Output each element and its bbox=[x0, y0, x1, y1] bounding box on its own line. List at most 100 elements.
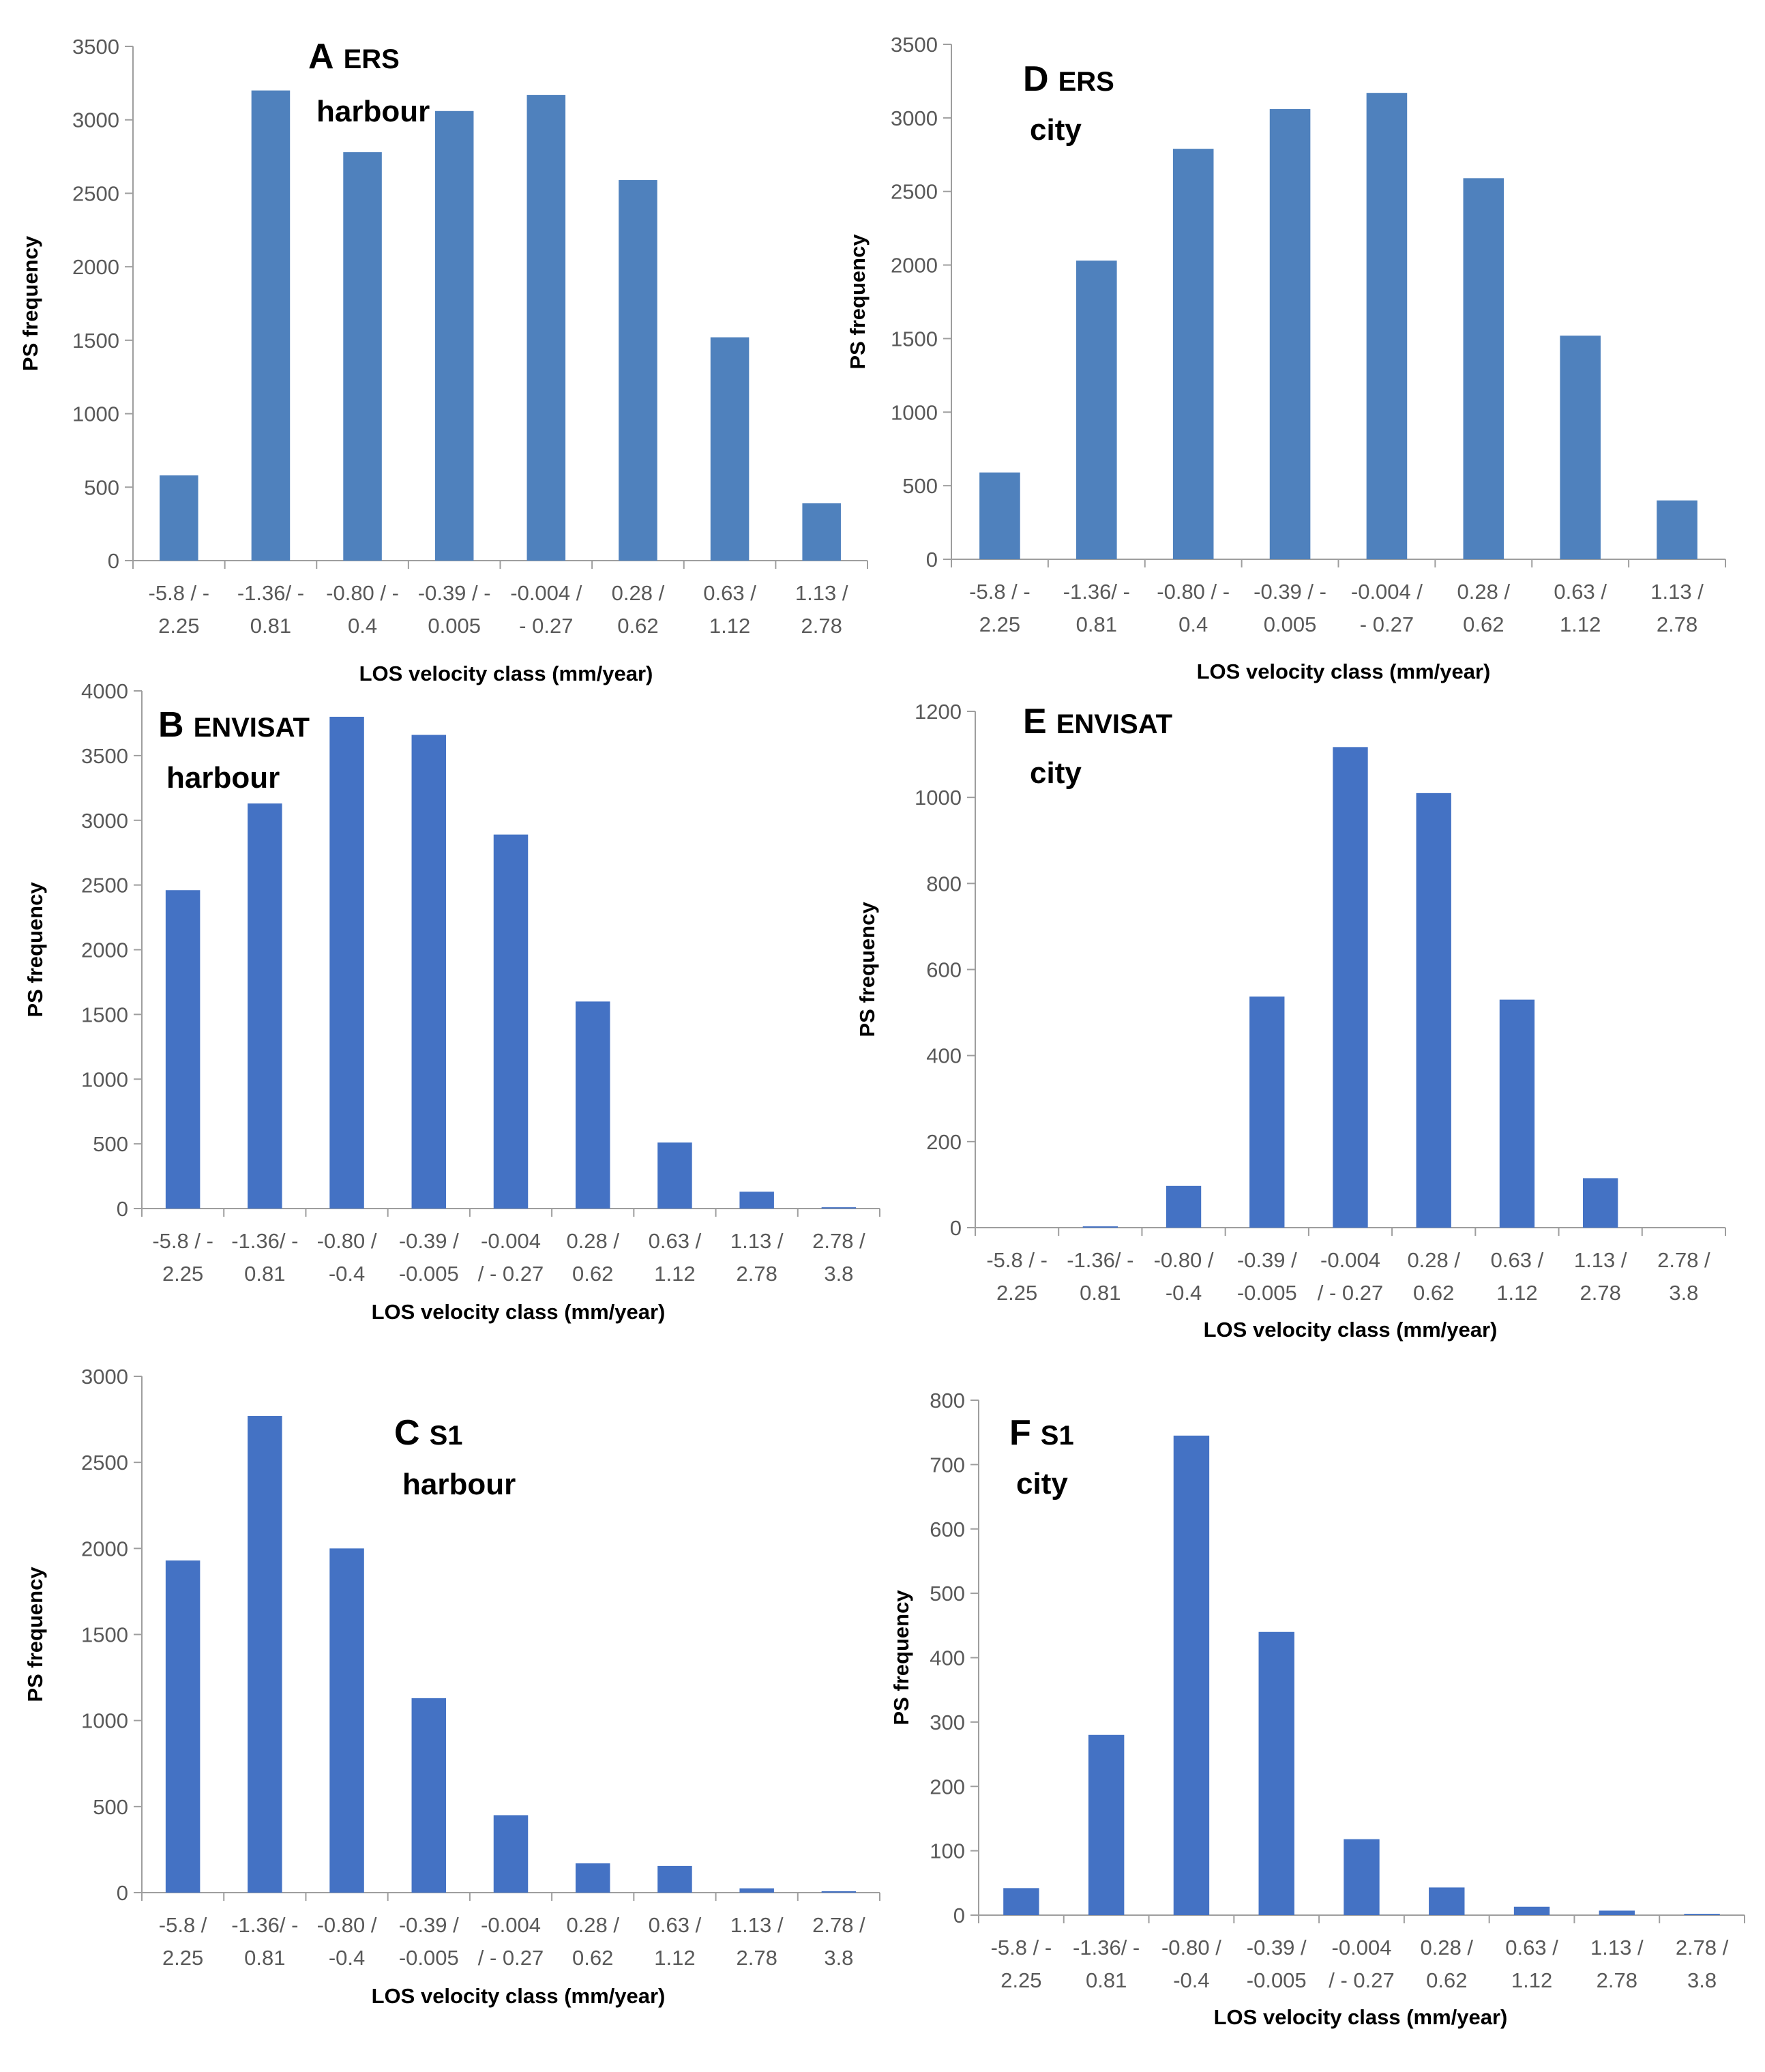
panel-letter: E bbox=[1023, 702, 1047, 741]
x-tick-label: 0.81 bbox=[244, 1262, 285, 1286]
x-tick-label: / - 0.27 bbox=[1318, 1281, 1384, 1305]
x-tick-label: -0.004 bbox=[481, 1229, 541, 1253]
y-tick-label: 1000 bbox=[891, 400, 938, 424]
x-tick-label: 0.28 / bbox=[566, 1913, 619, 1937]
x-tick-label: -0.80 / - bbox=[326, 581, 399, 605]
y-tick-label: 0 bbox=[926, 548, 938, 572]
x-tick-label: 1.12 bbox=[709, 614, 750, 638]
y-tick-label: 200 bbox=[926, 1130, 962, 1154]
x-axis-title: LOS velocity class (mm/year) bbox=[1197, 660, 1491, 683]
y-axis-title: PS frequency bbox=[889, 1590, 913, 1726]
panel-region: city bbox=[1030, 756, 1082, 790]
x-axis-title: LOS velocity class (mm/year) bbox=[372, 1300, 666, 1324]
x-tick-label: 1.12 bbox=[1560, 612, 1601, 636]
bar bbox=[1166, 1185, 1202, 1228]
x-tick-label: -0.80 / bbox=[317, 1229, 377, 1253]
bar bbox=[821, 1891, 857, 1893]
x-tick-label: -0.005 bbox=[399, 1946, 459, 1970]
chart-panel-e: 0 200 400 600 800 1000 1200 -5.8 / - 2.25 -1.36/ … bbox=[855, 700, 1726, 1342]
y-tick-label: 600 bbox=[930, 1518, 965, 1541]
x-tick-label: 1.13 / bbox=[730, 1913, 784, 1937]
panel-label: B ENVISAT bbox=[158, 705, 310, 745]
y-tick-label: 500 bbox=[93, 1132, 128, 1156]
y-tick-label: 3500 bbox=[891, 33, 938, 57]
x-tick-label: -0.004 / bbox=[510, 581, 582, 605]
y-tick-label: 500 bbox=[93, 1795, 128, 1819]
x-tick-label: 0.005 bbox=[1264, 612, 1317, 636]
x-tick-label: -0.4 bbox=[329, 1946, 365, 1970]
x-tick-label: 2.78 bbox=[736, 1946, 777, 1970]
y-tick-label: 800 bbox=[930, 1389, 965, 1412]
x-tick-label: -0.39 / bbox=[1237, 1248, 1297, 1272]
x-tick-label: -0.39 / bbox=[399, 1229, 459, 1253]
x-tick-label: 0.28 / bbox=[1457, 580, 1511, 604]
x-tick-label: 3.8 bbox=[824, 1946, 853, 1970]
chart-panel-a: 0 500 1000 1500 2000 2500 3000 3500 -5.8 / - 2.25… bbox=[18, 35, 868, 685]
bar bbox=[1333, 747, 1368, 1228]
bar bbox=[251, 90, 291, 561]
x-tick-label: -1.36/ - bbox=[231, 1229, 298, 1253]
bar bbox=[1499, 999, 1535, 1228]
y-tick-label: 200 bbox=[930, 1775, 965, 1799]
x-axis-title: LOS velocity class (mm/year) bbox=[1204, 1318, 1498, 1342]
x-tick-label: 2.25 bbox=[158, 614, 199, 638]
bar bbox=[1088, 1734, 1125, 1915]
x-tick-label: -0.005 bbox=[399, 1262, 459, 1286]
bar bbox=[1258, 1631, 1294, 1915]
bar bbox=[165, 1560, 201, 1893]
x-tick-label: 0.62 bbox=[1463, 612, 1504, 636]
x-tick-label: 2.78 / bbox=[1676, 1936, 1729, 1959]
x-tick-label: 0.62 bbox=[572, 1262, 613, 1286]
bar bbox=[1583, 1178, 1618, 1228]
bar bbox=[343, 152, 382, 561]
bar bbox=[411, 1698, 447, 1893]
bar bbox=[575, 1001, 610, 1209]
panel-sensor: ERS bbox=[344, 44, 400, 74]
x-tick-label: / - 0.27 bbox=[1329, 1968, 1395, 1992]
bar bbox=[1172, 149, 1214, 559]
x-tick-label: 0.63 / bbox=[703, 581, 756, 605]
panel-sensor: ENVISAT bbox=[1056, 709, 1172, 739]
x-tick-label: 1.12 bbox=[654, 1946, 695, 1970]
y-tick-label: 2000 bbox=[81, 1537, 128, 1560]
x-tick-label: / - 0.27 bbox=[478, 1946, 544, 1970]
x-tick-label: 0.28 / bbox=[1420, 1936, 1473, 1959]
bar bbox=[248, 803, 282, 1209]
y-tick-label: 0 bbox=[953, 1904, 965, 1927]
y-tick-label: 2000 bbox=[891, 254, 938, 278]
bar bbox=[802, 503, 841, 561]
bar bbox=[1513, 1906, 1550, 1915]
panel-label: F S1 bbox=[1009, 1413, 1074, 1453]
x-tick-label: 0.28 / bbox=[612, 581, 665, 605]
y-tick-label: 0 bbox=[117, 1197, 128, 1221]
x-tick-label: -5.8 / - bbox=[149, 581, 210, 605]
x-tick-label: 0.62 bbox=[572, 1946, 613, 1970]
x-tick-label: 2.25 bbox=[162, 1262, 203, 1286]
bar bbox=[165, 890, 201, 1209]
x-tick-label: 2.78 bbox=[736, 1262, 777, 1286]
x-tick-label: -0.005 bbox=[1237, 1281, 1297, 1305]
x-tick-label: 3.8 bbox=[1669, 1281, 1698, 1305]
x-tick-label: 0.81 bbox=[250, 614, 291, 638]
bar bbox=[248, 1416, 282, 1893]
x-tick-label: -0.80 / bbox=[1154, 1248, 1214, 1272]
x-tick-label: - 0.27 bbox=[519, 614, 573, 638]
x-tick-label: -0.39 / bbox=[399, 1913, 459, 1937]
x-tick-label: 2.25 bbox=[979, 612, 1020, 636]
x-tick-label: 2.78 bbox=[1579, 1281, 1620, 1305]
bar bbox=[1684, 1914, 1720, 1915]
panel-sensor: ENVISAT bbox=[194, 713, 310, 743]
bar bbox=[1076, 261, 1117, 559]
bar bbox=[657, 1865, 692, 1893]
x-tick-label: -0.004 / bbox=[1351, 580, 1423, 604]
chart-panel-c: 0 500 1000 1500 2000 2500 3000 -5.8 / 2.25 -1.36/… bbox=[23, 1365, 880, 2008]
y-axis-title: PS frequency bbox=[846, 234, 870, 370]
x-tick-label: 0.63 / bbox=[649, 1913, 702, 1937]
x-tick-label: -0.39 / - bbox=[418, 581, 491, 605]
x-tick-label: -5.8 / - bbox=[991, 1936, 1052, 1959]
y-tick-label: 100 bbox=[930, 1839, 965, 1863]
x-tick-label: 0.005 bbox=[428, 614, 481, 638]
y-tick-label: 400 bbox=[930, 1646, 965, 1670]
chart-panel-b: 0 500 1000 1500 2000 2500 3000 3500 4000 -5.8 / -… bbox=[23, 679, 880, 1324]
